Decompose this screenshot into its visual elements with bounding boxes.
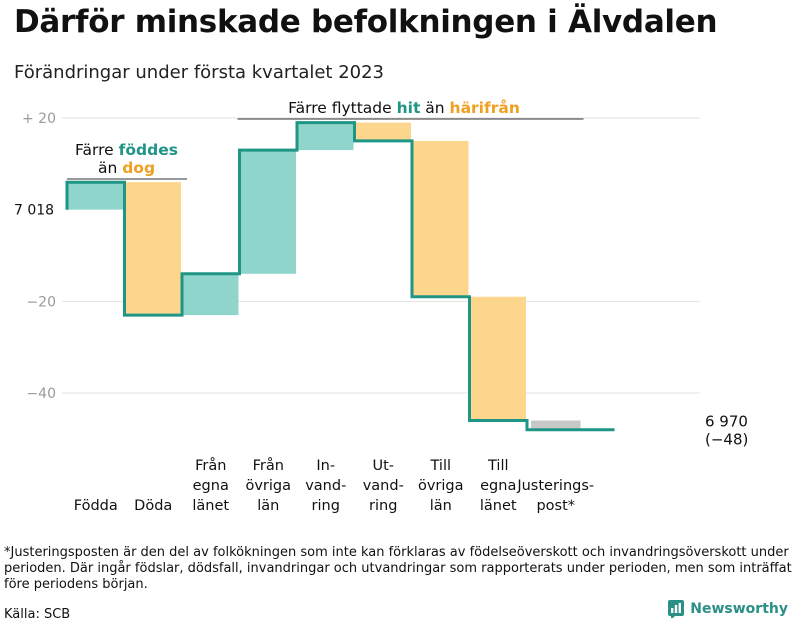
cumulative-step-line <box>65 121 615 432</box>
x-tick-label: övriga <box>418 478 464 494</box>
y-tick-label: + 20 <box>22 111 56 127</box>
footnote: *Justeringsposten är den del av folkökni… <box>4 545 792 592</box>
x-tick-label: Ut- <box>372 458 394 474</box>
bar-decrease <box>470 296 526 421</box>
bar-chart-icon <box>668 600 685 618</box>
x-tick-label: länet <box>480 498 517 514</box>
x-tick-label: Födda <box>74 498 118 514</box>
x-tick-label: post* <box>536 498 575 514</box>
source: Källa: SCB <box>4 607 71 622</box>
x-tick-label: Till <box>430 458 452 474</box>
x-tick-label: Döda <box>134 498 172 514</box>
annotation-births-deaths-line2: än dog <box>98 159 155 177</box>
bar-decrease <box>413 140 469 297</box>
x-tick-label: länet <box>192 498 229 514</box>
brand-name: Newsworthy <box>690 601 788 617</box>
annotation-births-deaths-line1: Färre föddes <box>75 141 178 159</box>
x-tick-label: egna <box>193 478 229 494</box>
x-tick-label: vand- <box>363 478 404 494</box>
y-tick-label: 7 018 <box>14 203 54 219</box>
bar-decrease <box>355 122 411 141</box>
y-tick-label: −20 <box>26 294 56 310</box>
x-tick-label: Till <box>487 458 509 474</box>
x-tick-label: övriga <box>245 478 291 494</box>
bar-adjustment <box>531 420 581 430</box>
bar-increase <box>298 122 354 151</box>
x-tick-label: ring <box>312 498 340 514</box>
x-tick-label: vand- <box>305 478 346 494</box>
x-tick-label: län <box>257 498 279 514</box>
waterfall-chart: + 20 7 018 −20 −40 6 970(−48) Födda Döda Från eg… <box>14 98 748 514</box>
x-tick-label: egna <box>480 478 516 494</box>
x-tick-label: Från <box>253 457 284 474</box>
y-tick-label: −40 <box>26 386 56 402</box>
x-tick-label: Justerings- <box>516 478 594 494</box>
bar-increase <box>183 273 239 316</box>
x-tick-label: In- <box>316 458 335 474</box>
chart-title: Därför minskade befolkningen i Älvdalen <box>14 4 718 40</box>
bar-increase <box>240 150 296 274</box>
end-value-label: 6 970 <box>705 413 748 431</box>
end-change-label: (−48) <box>705 431 748 449</box>
chart-subtitle: Förändringar under första kvartalet 2023 <box>14 62 385 83</box>
brand-logo: Newsworthy <box>668 600 788 618</box>
bar-decrease <box>125 182 181 316</box>
bar-increase <box>68 182 124 210</box>
x-tick-label: Från <box>195 457 226 474</box>
x-tick-label: ring <box>369 498 397 514</box>
annotation-migration: Färre flyttade hit än härifrån <box>288 98 520 117</box>
x-tick-label: län <box>430 498 452 514</box>
